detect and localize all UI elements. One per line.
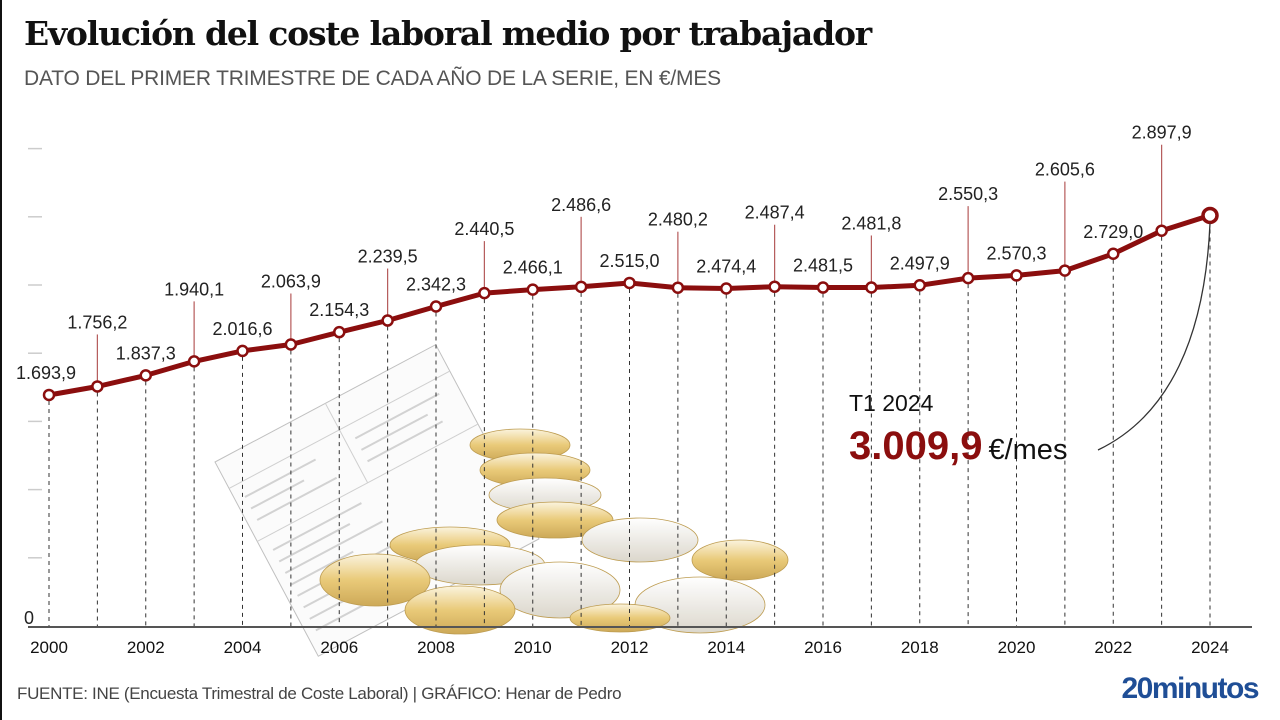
label-leader-lines	[96, 144, 1163, 381]
data-label: 2.481,5	[793, 256, 853, 276]
highlight-period: T1 2024	[849, 390, 934, 416]
x-tick-label: 2020	[998, 638, 1036, 657]
data-label: 2.570,3	[986, 243, 1046, 263]
data-label: 2.440,5	[454, 219, 514, 239]
x-tick-label: 2022	[1094, 638, 1132, 657]
data-label: 2.154,3	[309, 300, 369, 320]
data-label: 1.940,1	[164, 279, 224, 299]
callout-connector	[1097, 223, 1211, 451]
data-label: 2.497,9	[890, 253, 950, 273]
x-axis-tick-labels: 2000 2002 2004 2006 2008 2010 2012 2014 2016 2018…	[30, 638, 1229, 657]
data-label: 2.016,6	[212, 319, 272, 339]
data-point	[768, 280, 781, 293]
x-tick-label: 2002	[127, 638, 165, 657]
data-markers	[42, 206, 1219, 402]
data-label: 2.550,3	[938, 184, 998, 204]
x-tick-label: 2016	[804, 638, 842, 657]
data-point	[913, 279, 926, 292]
highlight-value: 3.009,9	[849, 424, 983, 468]
data-point	[1010, 269, 1023, 282]
chart-subtitle: DATO DEL PRIMER TRIMESTRE DE CADA AÑO DE…	[24, 67, 721, 90]
highlight-marker	[1201, 206, 1219, 225]
data-point	[1155, 224, 1168, 237]
data-point	[1058, 264, 1072, 277]
data-point	[42, 388, 56, 402]
data-point	[574, 280, 588, 294]
x-tick-label: 2014	[707, 638, 745, 657]
data-point	[816, 281, 830, 294]
x-tick-label: 2024	[1191, 638, 1229, 657]
data-point	[671, 281, 685, 294]
coins	[319, 428, 789, 635]
data-label: 2.342,3	[406, 275, 466, 295]
vertical-gridlines	[48, 221, 1211, 626]
data-point	[478, 286, 491, 300]
y-tick-label: 0	[24, 608, 34, 628]
highlight-value-block: 3.009,9 €/mes	[849, 424, 1067, 469]
x-tick-label: 2008	[417, 638, 455, 657]
data-label: 2.481,8	[841, 213, 901, 233]
y-axis-ticks	[28, 147, 42, 559]
data-point	[236, 344, 249, 358]
data-label: 2.487,4	[745, 203, 805, 223]
highlight-unit: €/mes	[988, 434, 1068, 466]
x-tick-label: 2004	[224, 638, 262, 657]
data-point	[187, 355, 201, 368]
data-point	[720, 282, 733, 295]
data-label: 2.480,2	[648, 210, 708, 230]
x-tick-label: 2012	[611, 638, 649, 657]
x-tick-label: 2000	[30, 638, 68, 657]
x-tick-label: 2018	[901, 638, 939, 657]
data-point	[284, 338, 298, 351]
chart-title: Evolución del coste laboral medio por tr…	[24, 14, 872, 53]
data-point	[333, 325, 346, 339]
x-tick-label: 2006	[320, 638, 358, 657]
x-tick-label: 2010	[514, 638, 552, 657]
data-point	[139, 369, 152, 382]
data-label: 2.515,0	[599, 251, 659, 271]
data-labels: 1.693,9 1.756,2 1.837,3 1.940,1 2.016,6 2.063…	[16, 123, 1192, 383]
data-label: 2.239,5	[358, 247, 418, 267]
payslip-and-coins-illustration	[214, 343, 789, 657]
data-point	[526, 283, 539, 296]
data-label: 2.474,4	[696, 256, 756, 276]
brand-logo: 20minutos	[1121, 672, 1259, 705]
data-label: 2.466,1	[503, 258, 563, 278]
data-point	[1107, 247, 1120, 261]
data-label: 1.837,3	[116, 343, 176, 363]
data-label: 1.756,2	[67, 312, 127, 332]
data-label: 2.486,6	[551, 195, 611, 215]
data-label: 2.897,9	[1132, 123, 1192, 143]
data-label: 2.605,6	[1035, 160, 1095, 180]
data-label: 2.063,9	[261, 271, 321, 291]
data-point	[865, 281, 878, 294]
data-point	[961, 271, 975, 285]
data-label: 2.729,0	[1083, 222, 1143, 242]
data-point	[623, 276, 636, 290]
source-credit: FUENTE: INE (Encuesta Trimestral de Cost…	[17, 684, 622, 703]
data-point	[381, 314, 394, 327]
data-point	[429, 300, 443, 313]
data-point	[91, 380, 104, 393]
data-label: 1.693,9	[16, 363, 76, 383]
